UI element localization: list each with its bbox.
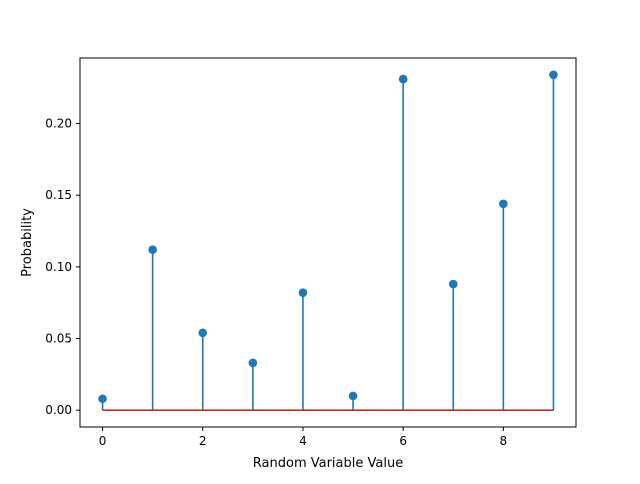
y-axis-label: Probability	[20, 208, 35, 277]
x-axis-ticks: 0 2 4 6 8	[99, 427, 507, 448]
x-tick-label: 4	[299, 434, 307, 448]
x-tick-label: 0	[99, 434, 107, 448]
stem-marker	[448, 279, 458, 289]
stem-marker	[348, 391, 358, 401]
stem-marker	[398, 74, 408, 84]
y-tick-label: 0.05	[45, 332, 72, 346]
x-tick-label: 2	[199, 434, 207, 448]
markers	[98, 70, 558, 404]
x-tick-label: 8	[500, 434, 508, 448]
x-axis-label: Random Variable Value	[253, 456, 403, 471]
y-tick-label: 0.10	[45, 260, 72, 274]
stem-marker	[499, 199, 508, 209]
y-axis-ticks: 0.00 0.05 0.10 0.15 0.20	[45, 117, 80, 417]
y-tick-label: 0.20	[45, 117, 72, 131]
stem-marker	[148, 245, 157, 254]
y-tick-label: 0.15	[45, 188, 72, 202]
stem-marker	[549, 70, 558, 80]
stems	[101, 74, 555, 411]
y-tick-label: 0.00	[45, 403, 72, 417]
stem-marker	[198, 328, 208, 338]
plot-area-frame	[79, 57, 577, 428]
stem-marker	[298, 288, 308, 297]
stem-marker	[98, 394, 107, 404]
x-tick-label: 6	[399, 434, 407, 448]
stem-marker	[248, 358, 258, 368]
